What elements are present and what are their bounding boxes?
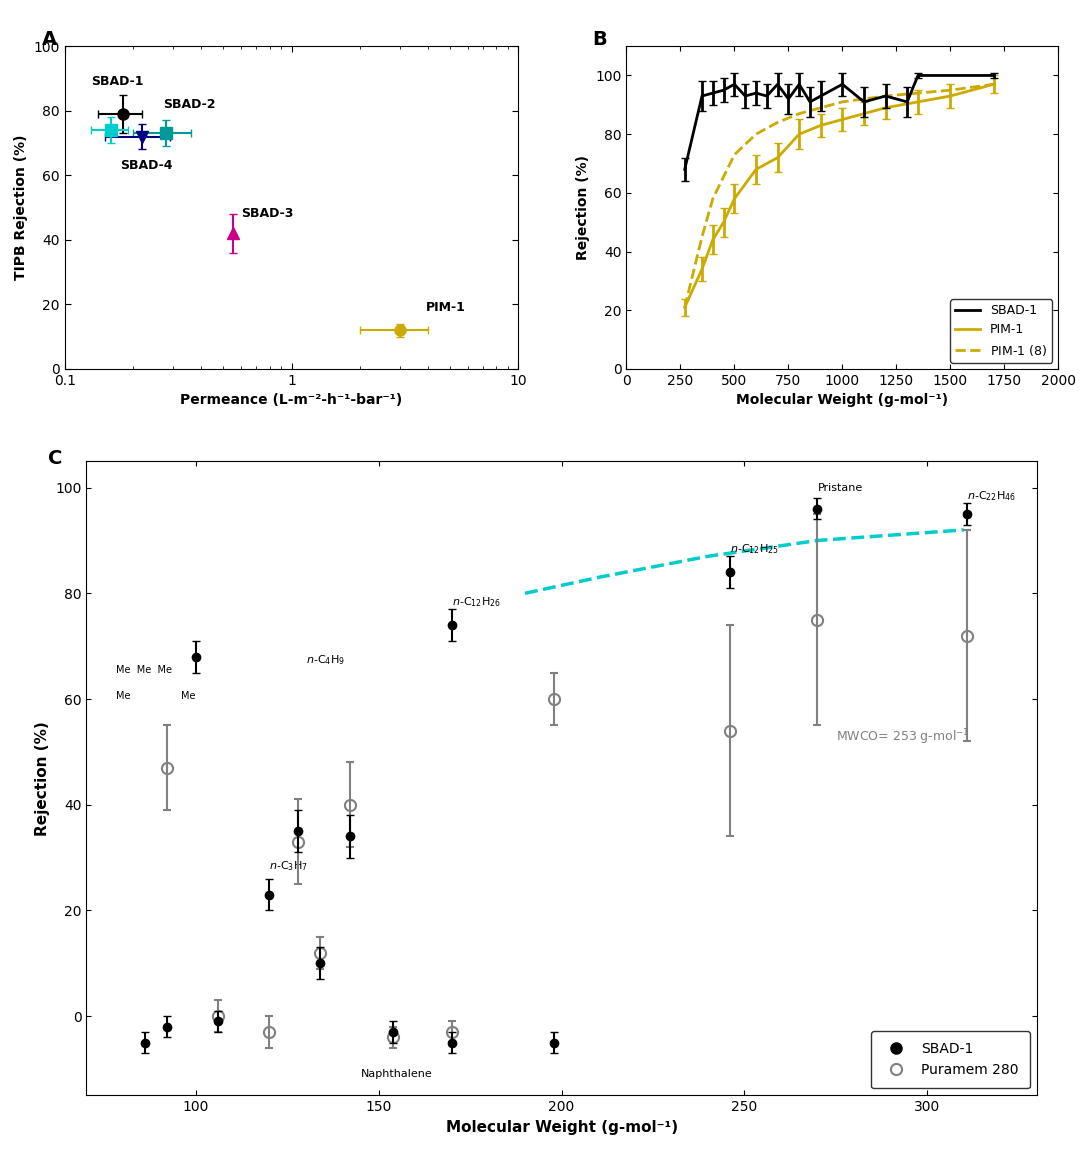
Text: $n$-C$_{12}$H$_{26}$: $n$-C$_{12}$H$_{26}$ [451, 595, 501, 609]
X-axis label: Molecular Weight (g-mol⁻¹): Molecular Weight (g-mol⁻¹) [737, 393, 948, 407]
Text: SBAD-1: SBAD-1 [91, 75, 144, 88]
Y-axis label: TIPB Rejection (%): TIPB Rejection (%) [14, 135, 28, 280]
Text: PIM-1: PIM-1 [426, 301, 465, 314]
Text: B: B [592, 30, 607, 48]
Text: Me  Me  Me: Me Me Me [116, 664, 172, 675]
X-axis label: Molecular Weight (g-mol⁻¹): Molecular Weight (g-mol⁻¹) [446, 1120, 677, 1135]
Text: $n$-C$_{22}$H$_{46}$: $n$-C$_{22}$H$_{46}$ [968, 490, 1016, 504]
Text: MWCO= 253 g-mol$^{-1}$: MWCO= 253 g-mol$^{-1}$ [836, 728, 970, 747]
X-axis label: Permeance (L-m⁻²-h⁻¹-bar⁻¹): Permeance (L-m⁻²-h⁻¹-bar⁻¹) [180, 393, 403, 407]
Text: SBAD-4: SBAD-4 [120, 159, 173, 172]
Text: A: A [42, 30, 57, 48]
Text: Naphthalene: Naphthalene [361, 1069, 433, 1079]
Y-axis label: Rejection (%): Rejection (%) [576, 155, 590, 261]
Text: C: C [49, 449, 63, 467]
Text: Me: Me [181, 691, 195, 701]
Legend: SBAD-1, Puramem 280: SBAD-1, Puramem 280 [872, 1031, 1030, 1088]
Text: $n$-C$_4$H$_9$: $n$-C$_4$H$_9$ [306, 654, 345, 668]
Text: $n$-C$_{12}$H$_{25}$: $n$-C$_{12}$H$_{25}$ [730, 543, 779, 557]
Text: SBAD-3: SBAD-3 [241, 208, 294, 220]
Text: $n$-C$_3$H$_7$: $n$-C$_3$H$_7$ [269, 860, 308, 874]
Text: Pristane: Pristane [818, 483, 863, 493]
Text: Me: Me [116, 691, 131, 701]
Text: SBAD-2: SBAD-2 [163, 98, 215, 111]
Legend: SBAD-1, PIM-1, PIM-1 ($\it{8}$): SBAD-1, PIM-1, PIM-1 ($\it{8}$) [950, 300, 1052, 363]
Y-axis label: Rejection (%): Rejection (%) [35, 721, 50, 836]
